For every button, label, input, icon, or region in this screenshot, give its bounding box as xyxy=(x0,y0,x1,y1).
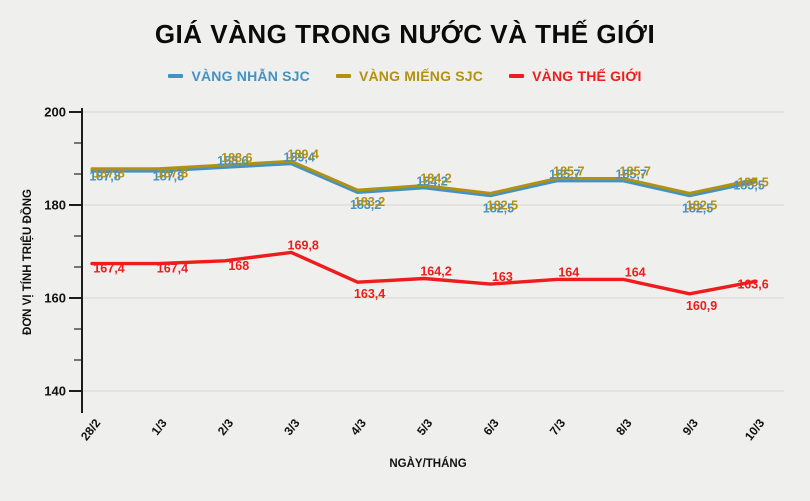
y-tick-label: 200 xyxy=(44,105,66,120)
value-label-vang-the-gioi: 168 xyxy=(228,259,249,273)
value-label-vang-the-gioi: 167,4 xyxy=(93,262,124,276)
value-label-vang-mieng-sjc: 189,4 xyxy=(288,147,319,161)
value-label-vang-the-gioi: 169,8 xyxy=(288,238,319,252)
chart-legend: VÀNG NHẪN SJC VÀNG MIẾNG SJC VÀNG THẾ GI… xyxy=(0,68,810,84)
legend-dash-icon-gold xyxy=(335,74,351,78)
x-tick-label: 1/3 xyxy=(148,416,170,438)
x-tick-label: 6/3 xyxy=(480,416,502,438)
x-tick-label: 2/3 xyxy=(215,416,237,438)
value-label-vang-mieng-sjc: 182,5 xyxy=(686,198,717,212)
x-tick-label: 5/3 xyxy=(414,416,436,438)
x-tick-label: 4/3 xyxy=(348,416,370,438)
value-label-vang-nhan-sjc: 185,5 xyxy=(733,178,764,192)
value-label-vang-nhan-sjc: 183,2 xyxy=(350,198,381,212)
legend-item-vang-mieng-sjc: VÀNG MIẾNG SJC xyxy=(335,68,484,84)
value-label-vang-the-gioi: 163,6 xyxy=(737,277,768,291)
x-tick-label: 10/3 xyxy=(742,416,768,443)
value-label-vang-nhan-sjc: 185,7 xyxy=(549,167,580,181)
value-label-vang-nhan-sjc: 189,4 xyxy=(284,150,315,164)
series-line-vang-mieng-sjc xyxy=(90,159,758,195)
value-label-vang-nhan-sjc: 182,5 xyxy=(483,201,514,215)
value-label-vang-the-gioi: 164,2 xyxy=(420,264,451,278)
y-tick-label: 180 xyxy=(44,198,66,213)
value-label-vang-mieng-sjc: 185,7 xyxy=(620,164,651,178)
legend-dash-icon-blue xyxy=(168,74,184,78)
value-label-vang-mieng-sjc: 185,5 xyxy=(737,175,768,189)
value-label-vang-the-gioi: 164 xyxy=(625,265,646,279)
value-label-vang-the-gioi: 163 xyxy=(492,270,513,284)
value-label-vang-mieng-sjc: 182,5 xyxy=(487,198,518,212)
legend-item-vang-nhan-sjc: VÀNG NHẪN SJC xyxy=(168,68,310,84)
value-label-vang-nhan-sjc: 188,6 xyxy=(217,154,248,168)
value-label-vang-nhan-sjc: 184,2 xyxy=(416,174,447,188)
legend-label-vang-the-gioi: VÀNG THẾ GIỚI xyxy=(532,68,642,84)
page-title: GIÁ VÀNG TRONG NƯỚC VÀ THẾ GIỚI xyxy=(154,19,656,49)
x-tick-label: 3/3 xyxy=(281,416,303,438)
x-tick-label: 7/3 xyxy=(547,416,569,438)
value-label-vang-mieng-sjc: 187,8 xyxy=(93,167,124,181)
y-tick-label: 140 xyxy=(44,384,66,399)
x-tick-label: 28/2 xyxy=(78,416,104,443)
value-label-vang-mieng-sjc: 188,6 xyxy=(221,151,252,165)
value-label-vang-the-gioi: 160,9 xyxy=(686,299,717,313)
value-label-vang-nhan-sjc: 185,7 xyxy=(616,167,647,181)
value-label-vang-nhan-sjc: 187,8 xyxy=(89,170,120,184)
value-label-vang-nhan-sjc: 182,5 xyxy=(682,201,713,215)
value-label-vang-the-gioi: 164 xyxy=(558,265,579,279)
value-label-vang-mieng-sjc: 183,2 xyxy=(354,195,385,209)
x-axis-title: NGÀY/THÁNG xyxy=(389,457,466,470)
y-tick-label: 160 xyxy=(44,291,66,306)
value-label-vang-the-gioi: 167,4 xyxy=(157,262,188,276)
series-line-vang-nhan-sjc xyxy=(90,162,758,198)
value-label-vang-the-gioi: 163,4 xyxy=(354,287,385,301)
value-label-vang-mieng-sjc: 185,7 xyxy=(553,164,584,178)
value-label-vang-mieng-sjc: 187,8 xyxy=(157,167,188,181)
y-axis-title: ĐƠN VỊ TÍNH TRIỆU ĐỒNG xyxy=(21,189,34,335)
legend-label-vang-nhan-sjc: VÀNG NHẪN SJC xyxy=(191,68,310,84)
plot-area: 200 180 160 140 28/2 1/3 2/3 3/3 4/3 5/3 6/3 7/3 8/3… xyxy=(44,105,784,443)
value-label-vang-nhan-sjc: 187,8 xyxy=(153,170,184,184)
legend-dash-icon-red xyxy=(509,74,525,78)
x-tick-label: 9/3 xyxy=(680,416,702,438)
x-tick-label: 8/3 xyxy=(613,416,635,438)
series-line-vang-the-gioi xyxy=(90,250,758,296)
legend-item-vang-the-gioi: VÀNG THẾ GIỚI xyxy=(509,68,641,84)
legend-label-vang-mieng-sjc: VÀNG MIẾNG SJC xyxy=(358,68,484,84)
value-label-vang-mieng-sjc: 184,2 xyxy=(420,171,451,185)
